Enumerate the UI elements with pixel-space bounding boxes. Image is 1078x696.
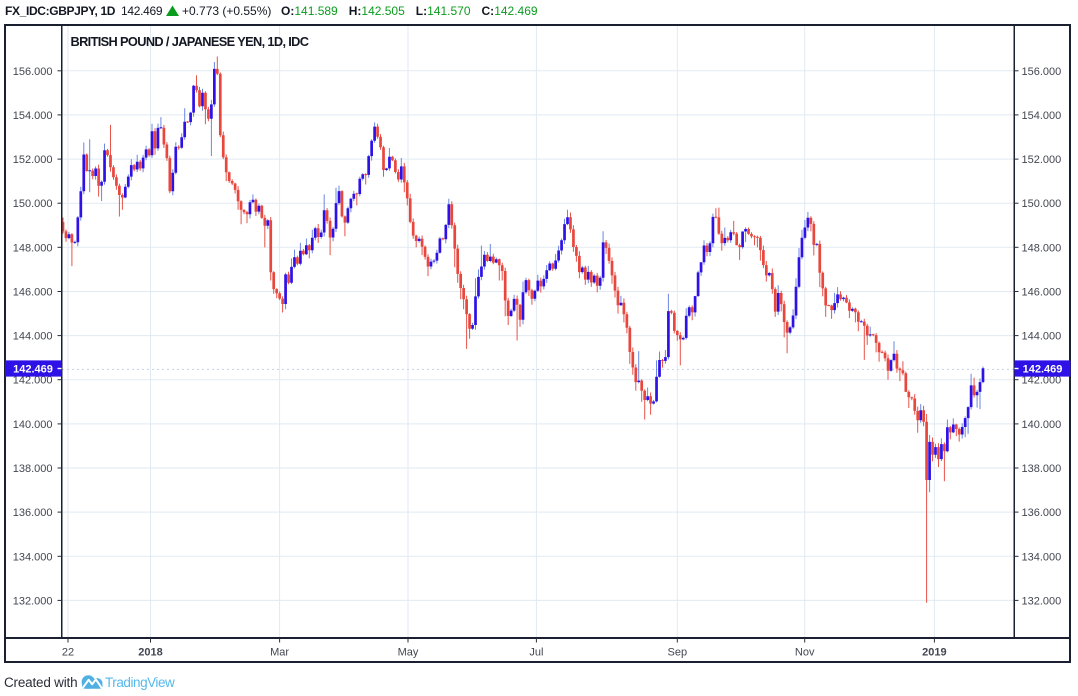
svg-text:148.000: 148.000 — [1022, 242, 1062, 254]
svg-text:152.000: 152.000 — [1022, 154, 1062, 166]
svg-text:2018: 2018 — [138, 647, 162, 659]
svg-text:134.000: 134.000 — [13, 551, 53, 563]
svg-text:156.000: 156.000 — [1022, 66, 1062, 78]
svg-text:2019: 2019 — [922, 647, 946, 659]
svg-text:BRITISH POUND / JAPANESE YEN,: BRITISH POUND / JAPANESE YEN, 1D, IDC — [71, 34, 309, 49]
svg-text:156.000: 156.000 — [13, 66, 53, 78]
svg-text:Sep: Sep — [668, 647, 688, 659]
svg-text:138.000: 138.000 — [1022, 463, 1062, 475]
svg-text:142.469: 142.469 — [13, 364, 53, 376]
svg-text:154.000: 154.000 — [13, 110, 53, 122]
svg-text:146.000: 146.000 — [13, 287, 53, 299]
svg-text:140.000: 140.000 — [1022, 419, 1062, 431]
svg-text:150.000: 150.000 — [1022, 198, 1062, 210]
svg-text:142.469: 142.469 — [1023, 364, 1063, 376]
svg-text:142.000: 142.000 — [1022, 375, 1062, 387]
svg-text:144.000: 144.000 — [13, 331, 53, 343]
svg-text:Mar: Mar — [270, 647, 289, 659]
svg-text:152.000: 152.000 — [13, 154, 53, 166]
svg-text:136.000: 136.000 — [13, 507, 53, 519]
svg-text:142.000: 142.000 — [13, 375, 53, 387]
svg-text:140.000: 140.000 — [13, 419, 53, 431]
svg-text:May: May — [398, 647, 419, 659]
svg-text:Jul: Jul — [529, 647, 543, 659]
svg-text:136.000: 136.000 — [1022, 507, 1062, 519]
svg-text:146.000: 146.000 — [1022, 287, 1062, 299]
svg-text:138.000: 138.000 — [13, 463, 53, 475]
svg-text:Created with: Created with — [4, 675, 77, 690]
svg-text:134.000: 134.000 — [1022, 551, 1062, 563]
svg-text:TradingView: TradingView — [105, 675, 175, 690]
svg-text:132.000: 132.000 — [1022, 595, 1062, 607]
svg-text:22: 22 — [62, 647, 74, 659]
svg-text:Nov: Nov — [795, 647, 815, 659]
svg-text:154.000: 154.000 — [1022, 110, 1062, 122]
svg-text:148.000: 148.000 — [13, 242, 53, 254]
svg-text:132.000: 132.000 — [13, 595, 53, 607]
svg-text:144.000: 144.000 — [1022, 331, 1062, 343]
svg-text:150.000: 150.000 — [13, 198, 53, 210]
